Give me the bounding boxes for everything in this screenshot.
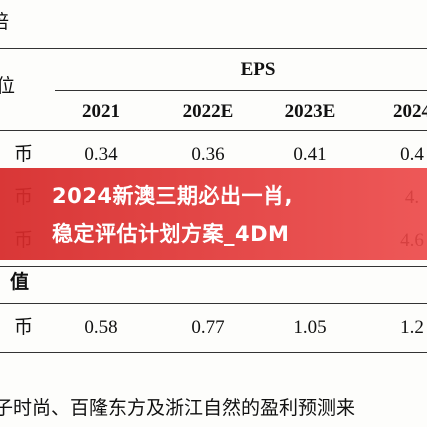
banner-line: 2024新澳三期必出一肖, <box>52 184 293 208</box>
row-label: 币 <box>14 317 34 338</box>
footnote: 子时尚、百隆东方及浙江自然的盈利预测来 <box>0 398 356 419</box>
rule <box>0 303 427 304</box>
rule <box>0 266 427 267</box>
cell: 0.36 <box>191 144 225 165</box>
cell: 0.34 <box>84 144 118 165</box>
rule <box>0 48 427 49</box>
cell: 0.58 <box>84 317 118 338</box>
rule <box>55 90 427 91</box>
cell: 0.77 <box>191 317 225 338</box>
unit-label: 倍 <box>0 12 9 34</box>
column-header: 2021 <box>82 101 120 122</box>
cell: 0.41 <box>293 144 327 165</box>
banner-line: 稳定评估计划方案_4DM <box>52 222 290 246</box>
row-label: 值 <box>10 272 30 293</box>
rule <box>0 352 427 353</box>
group-header: EPS <box>240 59 276 80</box>
unit-label: 位 <box>0 76 16 97</box>
column-header: 2024 <box>393 101 427 122</box>
overlay-banner[interactable]: 2024新澳三期必出一肖, 稳定评估计划方案_4DM <box>0 168 427 260</box>
row-label: 币 <box>14 144 34 165</box>
rule <box>0 130 427 131</box>
cell: 1.2 <box>400 317 424 338</box>
cell: 0.4 <box>400 144 424 165</box>
column-header: 2022E <box>182 101 234 122</box>
cell: 1.05 <box>293 317 327 338</box>
column-header: 2023E <box>284 101 336 122</box>
